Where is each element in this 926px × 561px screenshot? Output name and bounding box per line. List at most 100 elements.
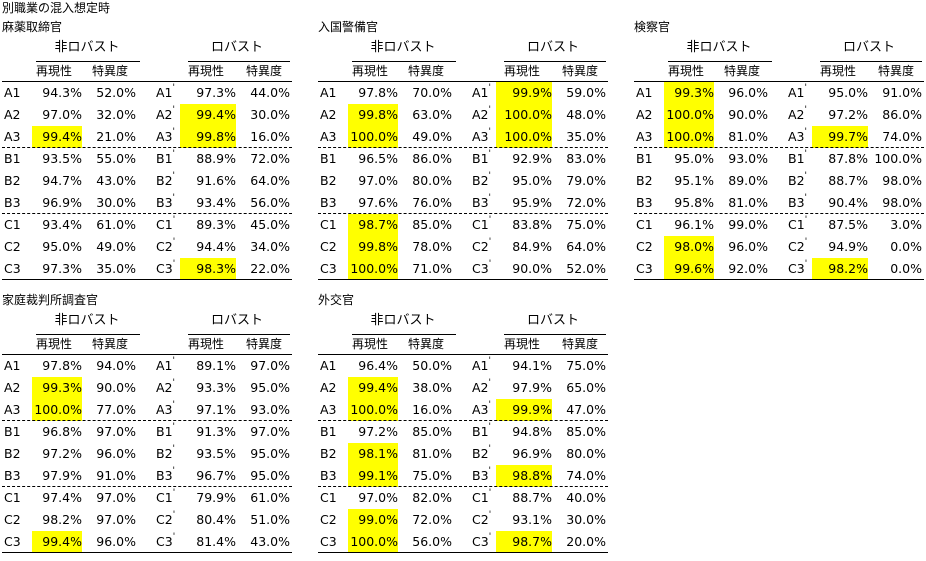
column-header-reproducibility: 再現性 — [504, 64, 541, 78]
group-label-non-robust: 非ロバスト — [370, 40, 436, 55]
reproducibility-value: 96.7% — [196, 468, 236, 483]
reproducibility-value: 98.0% — [664, 236, 714, 258]
specificity-value: 76.0% — [412, 195, 452, 210]
specificity-value: 97.0% — [96, 424, 136, 439]
row-label: C1' — [788, 215, 808, 232]
group-rule — [36, 334, 140, 335]
row-label: A1 — [320, 85, 337, 100]
row-label: A2 — [636, 107, 653, 122]
reproducibility-value: 97.8% — [358, 85, 398, 100]
specificity-value: 78.0% — [412, 239, 452, 254]
reproducibility-value: 98.8% — [496, 465, 552, 487]
reproducibility-value: 87.5% — [828, 217, 868, 232]
table-title: 家庭裁判所調査官 — [2, 293, 99, 307]
reproducibility-value: 100.0% — [664, 104, 714, 126]
row-label: A2' — [472, 378, 491, 395]
row-label: B2' — [156, 444, 176, 461]
row-label: B3 — [4, 468, 21, 483]
reproducibility-value: 94.4% — [196, 239, 236, 254]
table-title: 入国警備官 — [318, 20, 379, 34]
row-label: C2' — [788, 237, 808, 254]
specificity-value: 97.0% — [96, 490, 136, 505]
reproducibility-value: 97.1% — [196, 402, 236, 417]
row-label: A3 — [4, 129, 21, 144]
row-label: B3 — [320, 468, 337, 483]
reproducibility-value: 99.8% — [348, 104, 398, 126]
row-label: A2 — [4, 380, 21, 395]
specificity-value: 79.0% — [566, 173, 606, 188]
specificity-value: 56.0% — [250, 195, 290, 210]
row-label: A1' — [156, 83, 175, 100]
specificity-value: 85.0% — [566, 424, 606, 439]
page-title: 別職業の混入想定時 — [2, 1, 111, 15]
column-header-reproducibility: 再現性 — [820, 64, 857, 78]
specificity-value: 30.0% — [96, 195, 136, 210]
reproducibility-value: 100.0% — [348, 258, 398, 280]
reproducibility-value: 91.6% — [196, 173, 236, 188]
specificity-value: 77.0% — [96, 402, 136, 417]
row-label: C2' — [156, 510, 176, 527]
reproducibility-value: 96.1% — [674, 217, 714, 232]
row-label: C3' — [156, 259, 176, 276]
specificity-value: 72.0% — [412, 512, 452, 527]
reproducibility-value: 98.2% — [812, 258, 868, 280]
specificity-value: 32.0% — [96, 107, 136, 122]
specificity-value: 94.0% — [96, 358, 136, 373]
group-separator — [318, 213, 608, 214]
row-label: C3' — [472, 259, 492, 276]
group-label-robust: ロバスト — [842, 40, 895, 55]
specificity-value: 100.0% — [874, 151, 922, 166]
group-label-non-robust: 非ロバスト — [54, 313, 120, 328]
row-label: A1 — [320, 358, 337, 373]
specificity-value: 44.0% — [250, 85, 290, 100]
row-label: C3' — [156, 532, 176, 549]
reproducibility-value: 93.5% — [196, 446, 236, 461]
row-label: B1 — [4, 424, 21, 439]
reproducibility-value: 96.9% — [512, 446, 552, 461]
row-label: C1 — [636, 217, 653, 232]
group-rule — [668, 61, 772, 62]
row-label: A3 — [636, 129, 653, 144]
specificity-value: 74.0% — [882, 129, 922, 144]
row-label: C1' — [472, 215, 492, 232]
reproducibility-value: 88.9% — [196, 151, 236, 166]
reproducibility-value: 98.2% — [42, 512, 82, 527]
group-separator — [2, 147, 292, 148]
column-header-specificity: 特異度 — [246, 64, 283, 78]
reproducibility-value: 96.4% — [358, 358, 398, 373]
row-label: C1 — [4, 217, 21, 232]
reproducibility-value: 97.2% — [828, 107, 868, 122]
reproducibility-value: 94.7% — [42, 173, 82, 188]
specificity-value: 30.0% — [250, 107, 290, 122]
reproducibility-value: 99.3% — [664, 82, 714, 104]
row-label: C3 — [4, 534, 21, 549]
row-label: B2' — [472, 171, 492, 188]
reproducibility-value: 93.5% — [42, 151, 82, 166]
reproducibility-value: 95.1% — [674, 173, 714, 188]
specificity-value: 20.0% — [566, 534, 606, 549]
reproducibility-value: 97.6% — [358, 195, 398, 210]
reproducibility-value: 92.9% — [512, 151, 552, 166]
specificity-value: 65.0% — [566, 380, 606, 395]
row-label: C3 — [636, 261, 653, 276]
specificity-value: 82.0% — [412, 490, 452, 505]
specificity-value: 95.0% — [250, 446, 290, 461]
group-label-non-robust: 非ロバスト — [370, 313, 436, 328]
header-rule — [2, 354, 292, 355]
reproducibility-value: 97.8% — [42, 358, 82, 373]
row-label: C2' — [472, 510, 492, 527]
reproducibility-value: 100.0% — [348, 126, 398, 148]
row-label: C1 — [320, 490, 337, 505]
header-rule — [634, 81, 924, 82]
reproducibility-value: 99.4% — [180, 104, 236, 126]
row-label: C2 — [4, 239, 21, 254]
reproducibility-value: 90.4% — [828, 195, 868, 210]
reproducibility-value: 99.1% — [348, 465, 398, 487]
reproducibility-value: 99.3% — [32, 377, 82, 399]
reproducibility-value: 99.6% — [664, 258, 714, 280]
specificity-value: 63.0% — [412, 107, 452, 122]
row-label: B3' — [472, 193, 492, 210]
table-title: 麻薬取締官 — [2, 20, 63, 34]
column-header-reproducibility: 再現性 — [188, 337, 225, 351]
specificity-value: 90.0% — [96, 380, 136, 395]
